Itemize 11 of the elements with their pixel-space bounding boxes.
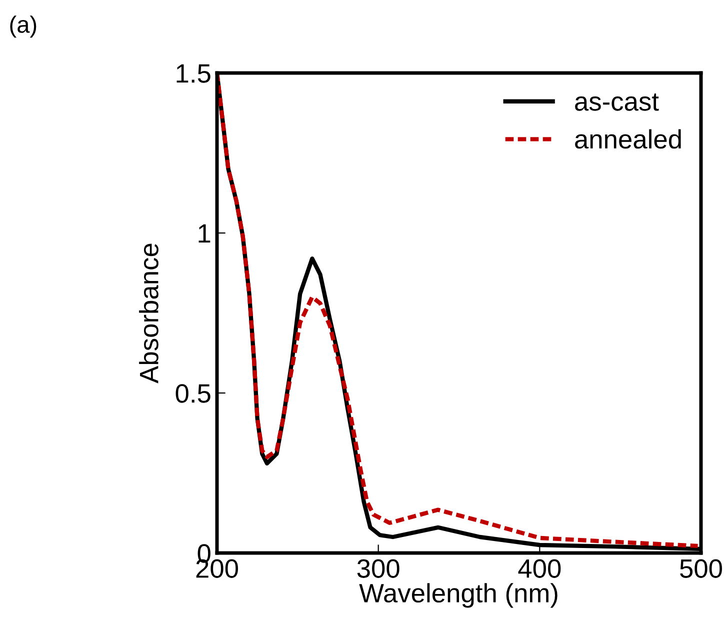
x-tick-label: 500 [680,559,722,578]
x-tick-label: 300 [357,559,400,578]
x-tick-label: 400 [518,559,561,578]
y-axis-title: Absorbance [139,244,158,384]
x-axis-title: Wavelength (nm) [359,583,558,608]
y-tick-label: 0.5 [176,384,210,403]
text: (a) [10,16,36,38]
y-tick-label: 1.5 [176,64,210,83]
legend-label: annealed [575,129,681,149]
y-tick-label: 1 [198,224,210,243]
legend-label: as-cast [575,94,659,111]
